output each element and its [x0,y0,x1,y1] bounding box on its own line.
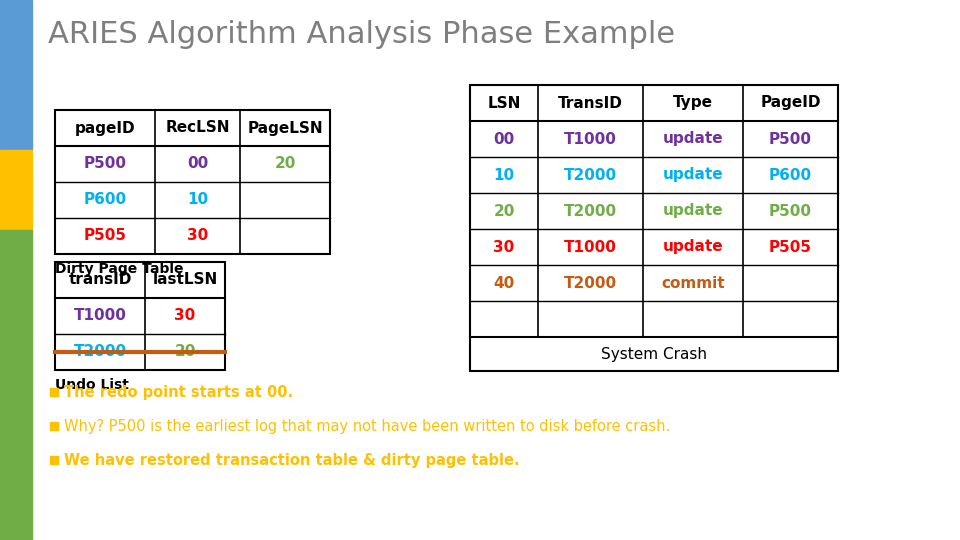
Text: pageID: pageID [75,120,135,136]
Text: RecLSN: RecLSN [165,120,229,136]
Bar [55,110,330,254]
Bar [470,85,838,371]
Text: 00: 00 [187,157,208,172]
Text: P500: P500 [769,204,812,219]
Text: 20: 20 [175,345,196,360]
Text: 30: 30 [175,308,196,323]
Text: lastLSN: lastLSN [153,273,218,287]
Text: 00: 00 [493,132,515,146]
Text: update: update [662,204,723,219]
Text: We have restored transaction table & dirty page table.: We have restored transaction table & dir… [64,453,519,468]
Text: 30: 30 [187,228,208,244]
Text: Type: Type [673,96,713,111]
Text: 40: 40 [493,275,515,291]
Text: PageLSN: PageLSN [247,120,323,136]
Text: 20: 20 [275,157,296,172]
Bar [0,230,32,540]
Text: 30: 30 [493,240,515,254]
Text: P600: P600 [84,192,127,207]
Text: transID: transID [68,273,132,287]
Text: P505: P505 [84,228,127,244]
Bar [50,422,58,430]
Text: LSN: LSN [488,96,520,111]
Bar [55,262,225,370]
Text: Dirty Page Table: Dirty Page Table [55,262,183,276]
Bar [0,0,32,150]
Text: 20: 20 [493,204,515,219]
Text: T1000: T1000 [74,308,127,323]
Text: P500: P500 [769,132,812,146]
Text: 10: 10 [187,192,208,207]
Text: P600: P600 [769,167,812,183]
Bar [50,456,58,464]
Text: Undo List: Undo List [55,378,129,392]
Text: T2000: T2000 [564,275,617,291]
Text: T2000: T2000 [73,345,127,360]
Text: System Crash: System Crash [601,347,707,361]
Text: The redo point starts at 00.: The redo point starts at 00. [64,384,293,400]
Text: update: update [662,240,723,254]
Text: T1000: T1000 [564,240,617,254]
Text: update: update [662,132,723,146]
Bar [0,150,32,230]
Text: TransID: TransID [558,96,623,111]
Bar [50,388,58,396]
Text: T1000: T1000 [564,132,617,146]
Text: ARIES Algorithm Analysis Phase Example: ARIES Algorithm Analysis Phase Example [48,20,675,49]
Text: T2000: T2000 [564,167,617,183]
Text: commit: commit [661,275,725,291]
Text: T2000: T2000 [564,204,617,219]
Text: P500: P500 [84,157,127,172]
Text: 10: 10 [493,167,515,183]
Text: Why? P500 is the earliest log that may not have been written to disk before cras: Why? P500 is the earliest log that may n… [64,418,670,434]
Text: PageID: PageID [760,96,821,111]
Text: update: update [662,167,723,183]
Text: P505: P505 [769,240,812,254]
